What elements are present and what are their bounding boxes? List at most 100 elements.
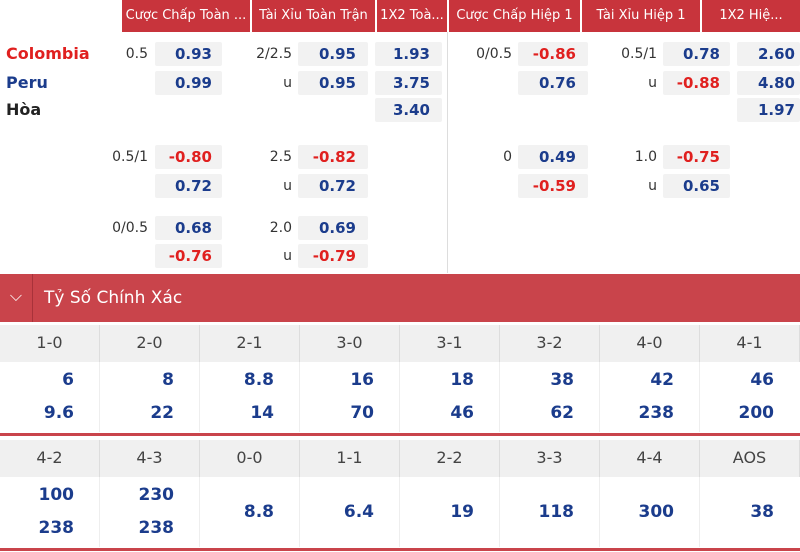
odds-box[interactable] [155, 174, 222, 198]
odds-value: 1.93 [392, 45, 430, 63]
odds-box[interactable] [298, 71, 368, 95]
handicap-line: u [283, 75, 292, 91]
score-odds[interactable]: 300 [638, 502, 675, 522]
odds-box[interactable] [375, 71, 442, 95]
score-label: AOS [700, 440, 800, 477]
score-odds[interactable]: 8.8 [243, 502, 274, 522]
odds-box[interactable] [737, 71, 800, 95]
score-odds[interactable]: 70 [350, 403, 374, 423]
cell-divider [499, 362, 500, 432]
handicap-line: 2/2.5 [256, 46, 292, 62]
odds-box[interactable] [663, 71, 730, 95]
odds-value: -0.79 [312, 247, 356, 265]
score-odds[interactable]: 19 [450, 502, 474, 522]
score-label: 3-0 [300, 325, 400, 362]
score-odds[interactable]: 118 [538, 502, 575, 522]
score-label: 3-3 [500, 440, 600, 477]
score-odds[interactable]: 38 [550, 370, 574, 390]
score-label: 2-2 [400, 440, 500, 477]
cell-divider [199, 362, 200, 432]
odds-value: 0.93 [174, 45, 212, 63]
odds-box[interactable] [375, 42, 442, 66]
odds-box[interactable] [298, 244, 368, 268]
odds-box[interactable] [518, 174, 588, 198]
score-odds[interactable]: 6 [62, 370, 74, 390]
score-label: 4-0 [600, 325, 700, 362]
score-label: 1-0 [0, 325, 100, 362]
odds-box[interactable] [298, 216, 368, 240]
odds-box[interactable] [155, 145, 222, 169]
score-odds[interactable]: 200 [738, 403, 775, 423]
score-odds[interactable]: 9.6 [43, 403, 74, 423]
score-odds[interactable]: 46 [450, 403, 474, 423]
section-bar[interactable] [0, 274, 800, 322]
odds-box[interactable] [155, 244, 222, 268]
odds-value: 0.95 [318, 45, 356, 63]
score-odds[interactable]: 230 [138, 485, 175, 505]
odds-box[interactable] [518, 42, 588, 66]
odds-box[interactable] [375, 98, 442, 122]
score-odds[interactable]: 238 [638, 403, 675, 423]
score-odds[interactable]: 8 [162, 370, 174, 390]
score-label: 4-3 [100, 440, 200, 477]
handicap-line: 2.5 [269, 149, 292, 165]
odds-box[interactable] [737, 98, 800, 122]
cell-divider [399, 477, 400, 547]
score-odds[interactable]: 18 [450, 370, 474, 390]
score-label: 0-0 [200, 440, 300, 477]
odds-box[interactable] [155, 71, 222, 95]
score-label: 2-1 [200, 325, 300, 362]
column-header: Tài Xỉu Hiệp 1 [580, 0, 700, 32]
odds-value: 1.97 [757, 101, 795, 119]
odds-value: 0.49 [538, 148, 576, 166]
odds-box[interactable] [663, 42, 730, 66]
odds-value: -0.59 [532, 177, 576, 195]
odds-box[interactable] [298, 145, 368, 169]
odds-value: 0.68 [174, 219, 212, 237]
odds-box[interactable] [663, 174, 730, 198]
score-label: 4-1 [700, 325, 800, 362]
cell-divider [699, 477, 700, 547]
odds-value: -0.88 [676, 74, 720, 92]
score-odds[interactable]: 46 [750, 370, 774, 390]
group-separator [0, 433, 800, 436]
score-odds[interactable]: 100 [38, 485, 75, 505]
cell-divider [599, 477, 600, 547]
odds-box[interactable] [518, 71, 588, 95]
handicap-line: 0 [503, 149, 512, 165]
odds-box[interactable] [298, 42, 368, 66]
odds-box[interactable] [518, 145, 588, 169]
odds-value: 2.60 [757, 45, 795, 63]
score-odds[interactable]: 16 [350, 370, 374, 390]
cell-divider [99, 362, 100, 432]
score-odds[interactable]: 38 [750, 502, 774, 522]
odds-value: 3.75 [392, 74, 430, 92]
odds-value: 0.78 [682, 45, 720, 63]
score-odds[interactable]: 62 [550, 403, 574, 423]
score-odds[interactable]: 14 [250, 403, 274, 423]
odds-box[interactable] [155, 42, 222, 66]
score-odds[interactable]: 238 [138, 518, 175, 538]
odds-value: 0.76 [538, 74, 576, 92]
score-odds[interactable]: 8.8 [243, 370, 274, 390]
cell-divider [99, 477, 100, 547]
score-label: 4-4 [600, 440, 700, 477]
collapse-icon[interactable]: ⌵ [0, 274, 33, 322]
score-odds[interactable]: 22 [150, 403, 174, 423]
column-header: 1X2 Toà... [375, 0, 447, 32]
score-odds[interactable]: 6.4 [343, 502, 374, 522]
column-header: Cược Chấp Hiệp 1 [447, 0, 580, 32]
odds-box[interactable] [155, 216, 222, 240]
handicap-line: 0.5 [125, 46, 148, 62]
score-odds[interactable]: 42 [650, 370, 674, 390]
odds-box[interactable] [298, 174, 368, 198]
divider [447, 32, 448, 273]
score-label: 3-1 [400, 325, 500, 362]
handicap-line: 0/0.5 [112, 220, 148, 236]
odds-value: 0.69 [318, 219, 356, 237]
odds-box[interactable] [663, 145, 730, 169]
handicap-line: u [283, 178, 292, 194]
handicap-line: 1.0 [634, 149, 657, 165]
odds-box[interactable] [737, 42, 800, 66]
score-odds[interactable]: 238 [38, 518, 75, 538]
